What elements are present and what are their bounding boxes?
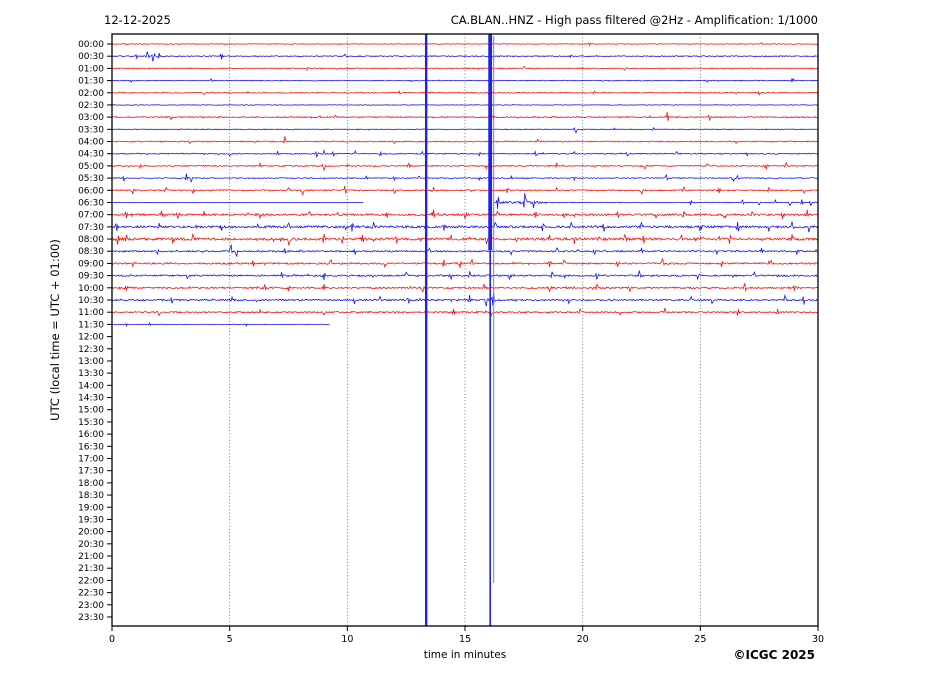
row-label: 13:30 (78, 369, 104, 379)
row-label: 11:30 (78, 320, 104, 330)
trace-row-07:00 (111, 209, 818, 220)
row-label: 08:30 (78, 247, 104, 257)
row-label: 16:30 (78, 442, 104, 452)
row-label: 23:00 (78, 601, 104, 611)
grid-lines (229, 34, 701, 626)
trace-row-06:30 (547, 198, 818, 207)
plot-title: CA.BLAN..HNZ - High pass filtered @2Hz -… (450, 13, 818, 27)
row-label: 21:30 (78, 564, 104, 574)
x-tick-label: 5 (227, 634, 233, 645)
trace-row-01:00 (111, 65, 818, 71)
trace-row-06:30 (112, 201, 364, 204)
row-label: 00:00 (78, 40, 104, 50)
trace-row-03:30 (111, 126, 818, 134)
row-label: 17:30 (78, 467, 104, 477)
row-label: 18:00 (78, 479, 104, 489)
trace-row-04:00 (111, 136, 818, 145)
row-label: 04:30 (78, 150, 104, 160)
trace-row-07:30 (111, 221, 818, 233)
row-label: 13:00 (78, 357, 104, 367)
row-label: 01:00 (78, 64, 104, 74)
row-label: 05:00 (78, 162, 104, 172)
row-label: 18:30 (78, 491, 104, 501)
trace-row-05:30 (111, 173, 818, 183)
row-label: 12:30 (78, 345, 104, 355)
copyright-text: ©ICGC 2025 (733, 648, 815, 662)
trace-row-00:30 (111, 51, 818, 62)
row-tick-labels: 00:00 00:30 01:00 01:30 02:00 02:30 03:00 03:30… (78, 40, 112, 623)
x-tick-labels: 0 5 10 15 20 25 30 (109, 626, 824, 645)
x-tick-label: 15 (459, 634, 471, 645)
row-label: 04:00 (78, 138, 104, 148)
row-label: 23:30 (78, 613, 104, 623)
row-label: 02:00 (78, 89, 104, 99)
row-label: 08:00 (78, 235, 104, 245)
trace-row-02:30 (111, 103, 818, 108)
trace-row-11:30 (111, 321, 330, 327)
row-label: 21:00 (78, 552, 104, 562)
row-label: 07:00 (78, 211, 104, 221)
row-label: 09:00 (78, 259, 104, 269)
row-label: 14:00 (78, 381, 104, 391)
trace-row-11:00 (111, 307, 818, 317)
row-label: 02:30 (78, 101, 104, 111)
row-label: 07:30 (78, 223, 104, 233)
trace-row-02:00 (111, 89, 818, 96)
trace-rows (111, 42, 818, 327)
row-label: 00:30 (78, 52, 104, 62)
row-label: 19:30 (78, 515, 104, 525)
plot-date: 12-12-2025 (104, 13, 171, 27)
row-label: 15:00 (78, 406, 104, 416)
trace-row-06:00 (111, 185, 818, 196)
row-label: 20:00 (78, 528, 104, 538)
row-label: 06:00 (78, 186, 104, 196)
row-label: 16:00 (78, 430, 104, 440)
row-label: 05:30 (78, 174, 104, 184)
trace-row-05:00 (111, 161, 818, 172)
row-label: 10:00 (78, 284, 104, 294)
trace-row-09:30 (111, 270, 818, 281)
row-label: 10:30 (78, 296, 104, 306)
trace-row-01:30 (111, 77, 818, 84)
row-label: 01:30 (78, 77, 104, 87)
x-tick-label: 10 (341, 634, 353, 645)
row-label: 22:00 (78, 576, 104, 586)
event-lines (424, 34, 495, 626)
trace-row-03:00 (111, 111, 818, 122)
trace-row-08:30 (111, 243, 818, 258)
row-label: 03:00 (78, 113, 104, 123)
x-tick-label: 20 (577, 634, 589, 645)
row-label: 20:30 (78, 540, 104, 550)
trace-row-09:00 (111, 258, 818, 269)
trace-row-10:30 (111, 292, 818, 307)
x-axis-label: time in minutes (423, 649, 507, 661)
row-label: 11:00 (78, 308, 104, 318)
row-label: 03:30 (78, 125, 104, 135)
x-tick-label: 30 (812, 634, 824, 645)
x-tick-label: 25 (694, 634, 706, 645)
trace-row-00:00 (111, 42, 818, 47)
row-label: 06:30 (78, 198, 104, 208)
row-label: 17:00 (78, 454, 104, 464)
trace-row-10:00 (111, 283, 818, 293)
row-label: 12:00 (78, 333, 104, 343)
row-label: 22:30 (78, 589, 104, 599)
row-label: 09:30 (78, 272, 104, 282)
x-tick-label: 0 (109, 634, 115, 645)
row-label: 15:30 (78, 418, 104, 428)
plot-border (111, 33, 819, 627)
row-label: 19:00 (78, 503, 104, 513)
trace-row-06:30 (494, 192, 548, 209)
trace-row-04:30 (111, 149, 818, 159)
row-label: 14:30 (78, 394, 104, 404)
trace-row-08:00 (111, 232, 818, 246)
